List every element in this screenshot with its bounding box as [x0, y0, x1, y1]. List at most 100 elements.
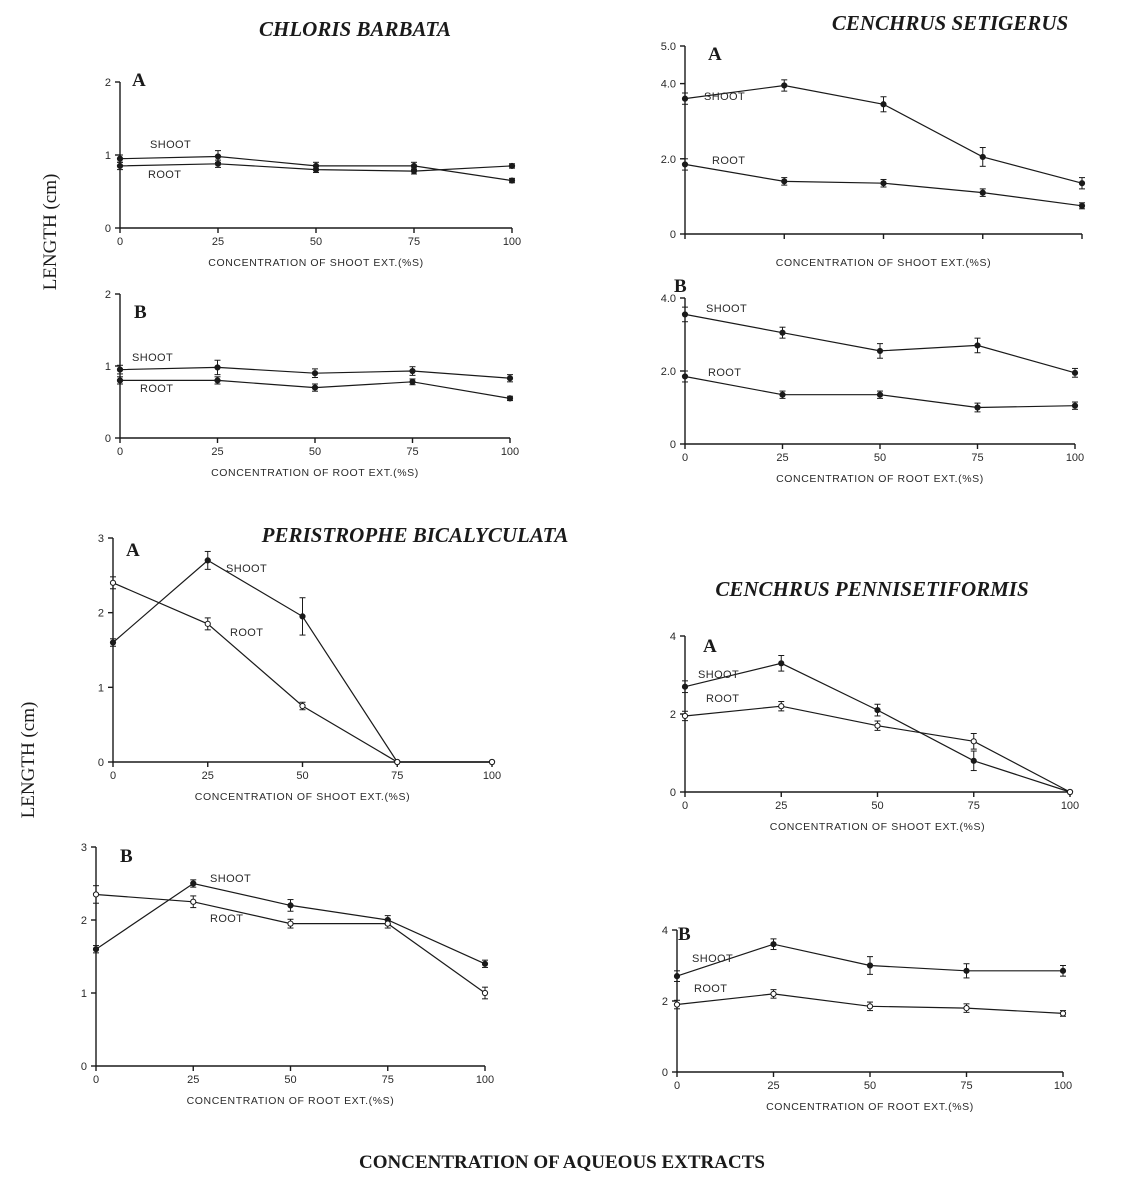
chart-6-series-shoot-point	[481, 960, 489, 967]
chart-4-series-shoot-point	[974, 342, 981, 349]
chart-1-series-shoot-point	[508, 177, 516, 184]
chart-3-y-tick-label: 5.0	[661, 41, 676, 53]
chart-7-series-shoot-point	[681, 683, 689, 690]
chart-7-y-tick-label: 2	[670, 709, 676, 721]
chart-4-y-tick-label: 0	[670, 439, 676, 451]
chart-3-series-root-point	[1078, 202, 1086, 209]
chart-1-y-tick-label: 0	[105, 223, 111, 235]
chart-8-series-root-point	[1059, 1010, 1067, 1017]
chart-1-panel-letter: A	[132, 70, 146, 91]
chart-7-x-tick-label: 100	[1061, 800, 1079, 812]
chart-1-series-root-point	[410, 167, 418, 175]
chart-6-series-root-point	[384, 920, 391, 927]
chart-5-series-shoot-point	[204, 557, 211, 564]
chart-5-y-tick-label: 0	[98, 757, 104, 769]
chart-5-x-tick-label: 50	[296, 770, 308, 782]
chart-1-series-root-point	[508, 162, 516, 170]
chart-5-series-root-point	[204, 620, 211, 627]
chart-5-series-root-label: ROOT	[230, 627, 263, 639]
chart-8-x-tick-label: 100	[1054, 1080, 1072, 1092]
chart-4-x-tick-label: 75	[971, 452, 983, 464]
chart-1-series-root-point	[214, 160, 222, 167]
chart-5-series-shoot-line	[112, 559, 492, 763]
chart-2-y-tick-label: 0	[105, 433, 111, 445]
chart-2-series-root-point	[506, 395, 514, 402]
chart-8-series-root-point	[673, 1001, 681, 1008]
chart-5-series-shoot-label: SHOOT	[226, 563, 267, 575]
chart-8-x-tick-label: 75	[960, 1080, 972, 1092]
chart-4-x-tick-label: 100	[1066, 452, 1084, 464]
chart-2-series-shoot-point	[311, 370, 319, 377]
chart-7-x-tick-label: 50	[871, 800, 883, 812]
chart-4-series-shoot-point	[681, 311, 689, 318]
chart-4-x-tick-label: 0	[682, 452, 688, 464]
chart-8-series-root-label: ROOT	[694, 983, 727, 995]
chart-8-series-root-point	[770, 990, 777, 998]
chart-5-y-tick-label: 1	[98, 682, 104, 694]
chart-2-series-shoot-point	[116, 366, 124, 373]
chart-6-x-tick-label: 0	[93, 1074, 99, 1086]
chart-8-x-axis-label: CONCENTRATION OF ROOT EXT.(%S)	[766, 1101, 974, 1113]
chart-3-y-tick-label: 4.0	[661, 79, 676, 91]
chart-8-series-root-point	[963, 1005, 970, 1012]
chart-6-series-shoot-point	[92, 946, 100, 953]
chart-7-series-root-label: ROOT	[706, 693, 739, 705]
chart-6-series-root-point	[287, 920, 294, 927]
chart-2-series-root-label: ROOT	[140, 383, 173, 395]
chart-7-panel-letter: A	[703, 636, 717, 657]
chart-4-panel-letter: B	[674, 276, 687, 297]
chart-5-series-root-point	[109, 579, 117, 586]
chart-7-series-root-point	[1066, 788, 1074, 796]
y-axis-label-bottom: LENGTH (cm)	[18, 702, 39, 819]
chart-6-series-shoot-label: SHOOT	[210, 873, 251, 885]
chart-2-x-tick-label: 50	[309, 446, 321, 458]
chart-6-x-tick-label: 50	[284, 1074, 296, 1086]
chart-8-series-shoot-point	[770, 941, 777, 948]
chart-5-series-root-point	[394, 758, 401, 766]
chart-7-series-shoot-point	[874, 707, 881, 714]
chart-1-x-axis-label: CONCENTRATION OF SHOOT EXT.(%S)	[208, 257, 423, 269]
chart-5-y-tick-label: 2	[98, 608, 104, 620]
chart-4-series-root-point	[974, 404, 981, 411]
chart-8-y-tick-label: 2	[662, 996, 668, 1008]
chart-4-y-tick-label: 2.0	[661, 366, 676, 378]
chart-7-x-tick-label: 25	[775, 800, 787, 812]
chart-8-series-shoot-point	[673, 973, 681, 980]
chart-4-series-root-label: ROOT	[708, 367, 741, 379]
chart-6-y-tick-label: 1	[81, 988, 87, 1000]
chart-5-series-shoot-point	[299, 613, 306, 620]
chart-4-series-root-point	[876, 391, 884, 398]
chart-2-x-axis-label: CONCENTRATION OF ROOT EXT.(%S)	[211, 467, 419, 479]
chart-6-series-root-point	[190, 898, 197, 905]
chart-7-y-tick-label: 0	[670, 787, 676, 799]
chart-1-x-tick-label: 75	[408, 236, 420, 248]
chart-6-series-shoot-point	[190, 880, 197, 887]
chart-7-x-tick-label: 75	[968, 800, 980, 812]
chart-6-x-tick-label: 100	[476, 1074, 494, 1086]
chart-1-x-tick-label: 25	[212, 236, 224, 248]
chart-6-panel-letter: B	[120, 846, 133, 867]
chart-2-series-root-point	[214, 377, 221, 384]
chart-3-series-root-label: ROOT	[712, 155, 745, 167]
chart-8-series-shoot-point	[866, 962, 874, 969]
chart-2-series-shoot-label: SHOOT	[132, 352, 173, 364]
chart-3-y-tick-label: 0	[670, 229, 676, 241]
chart-1-x-tick-label: 100	[503, 236, 521, 248]
chart-8-x-tick-label: 50	[864, 1080, 876, 1092]
chart-1-series-root-point	[116, 162, 124, 170]
chart-7-series-shoot-point	[778, 660, 785, 667]
chart-1-series-shoot-point	[214, 153, 222, 160]
chart-2-series-root-point	[116, 377, 124, 384]
y-axis-label-top: LENGTH (cm)	[40, 174, 61, 291]
chart-3-x-axis-label: CONCENTRATION OF SHOOT EXT.(%S)	[776, 257, 991, 269]
chart-5-x-tick-label: 0	[110, 770, 116, 782]
chart-1-x-tick-label: 50	[310, 236, 322, 248]
chart-6-y-tick-label: 0	[81, 1061, 87, 1073]
chart-2-series-shoot-point	[214, 364, 221, 371]
chart-4-x-axis-label: CONCENTRATION OF ROOT EXT.(%S)	[776, 473, 984, 485]
chart-5-x-tick-label: 100	[483, 770, 501, 782]
chart-3-series-shoot-label: SHOOT	[704, 91, 745, 103]
chart-5-x-axis-label: CONCENTRATION OF SHOOT EXT.(%S)	[195, 791, 410, 803]
